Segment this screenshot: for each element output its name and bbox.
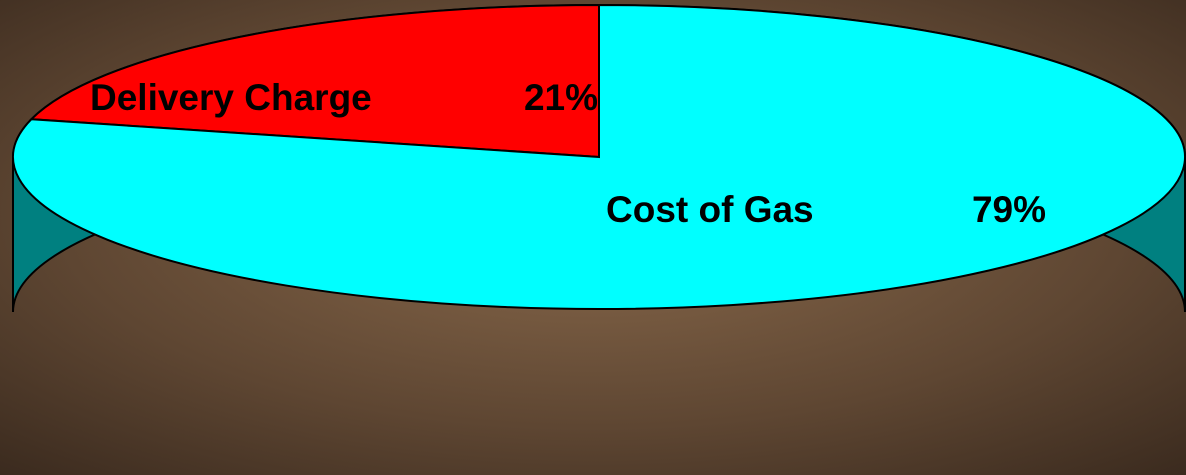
value-label: 21%	[524, 77, 598, 118]
slice-label: Cost of Gas	[606, 189, 814, 230]
pie: Delivery Charge 21% Cost of Gas 79%	[13, 5, 1185, 312]
page: {"chart_data": {"type": "pie", "categori…	[0, 0, 1186, 475]
chart: Delivery Charge 21% Cost of Gas 79%	[0, 0, 1186, 475]
value-label: 79%	[972, 189, 1046, 230]
slice-label: Delivery Charge	[90, 77, 372, 118]
